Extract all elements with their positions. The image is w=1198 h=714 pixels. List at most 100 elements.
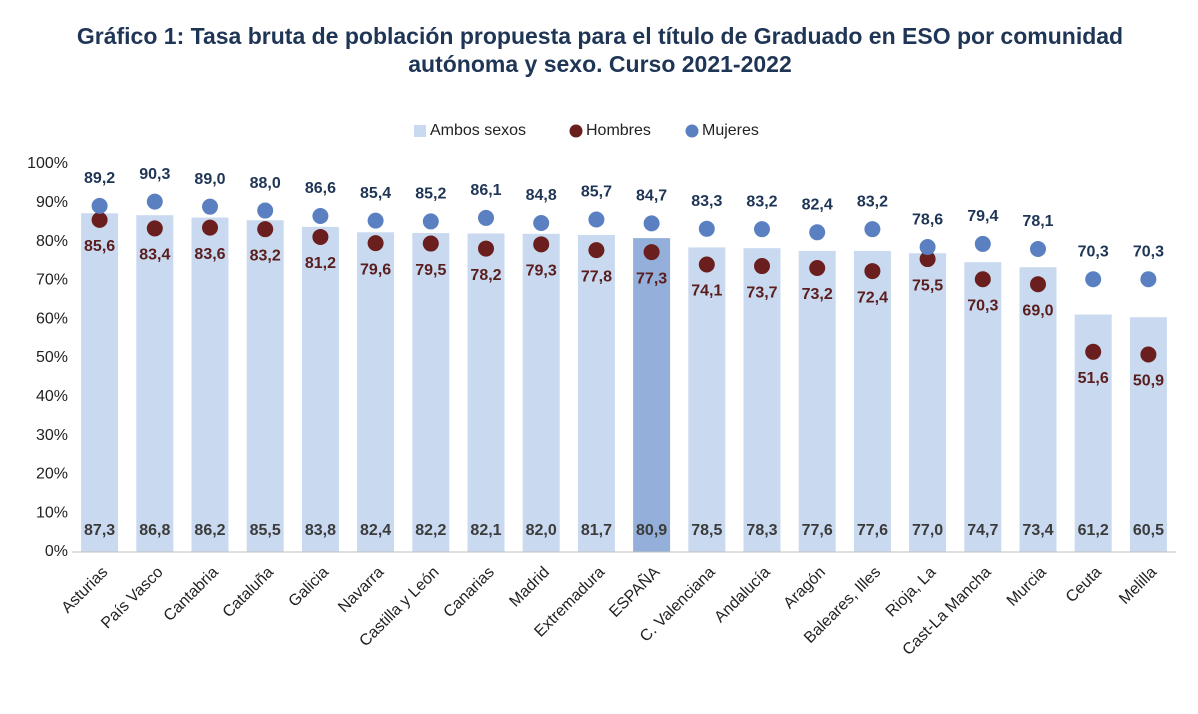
data-label: 50,9 [1133, 373, 1164, 390]
dot [422, 235, 439, 252]
dot [1085, 343, 1102, 360]
bar [798, 250, 836, 553]
y-tick-label: 50% [36, 349, 68, 366]
data-label: 82,1 [470, 522, 501, 539]
data-label: 80,9 [636, 522, 667, 539]
dot [1030, 276, 1046, 293]
x-tick-label: Galicia [286, 564, 333, 611]
data-label: 74,7 [967, 522, 998, 539]
bar [467, 233, 505, 552]
data-label: 73,4 [1022, 522, 1053, 539]
y-tick-label: 10% [36, 504, 68, 521]
x-tick-label: ESPAÑA [604, 561, 663, 620]
legend-marker [685, 124, 699, 138]
data-label: 86,8 [139, 522, 170, 539]
dot [367, 212, 384, 229]
legend-label: Mujeres [702, 122, 759, 139]
dot [698, 220, 715, 237]
y-tick-label: 100% [27, 155, 68, 172]
data-label: 81,7 [581, 522, 612, 539]
dot [974, 235, 991, 252]
dot [919, 251, 936, 268]
dot [202, 219, 218, 236]
data-label: 89,0 [194, 171, 225, 188]
x-tick-label: Rioja, La [883, 564, 940, 621]
dot [1085, 271, 1102, 288]
bar [412, 233, 450, 552]
legend-marker [414, 125, 426, 137]
bar [909, 253, 947, 553]
dot [202, 198, 218, 215]
data-label: 77,0 [912, 522, 943, 539]
bar [1019, 267, 1057, 552]
x-tick-label: Asturias [59, 564, 112, 617]
data-label: 77,6 [802, 522, 833, 539]
data-label: 79,5 [415, 262, 446, 279]
data-label: 86,6 [305, 180, 336, 197]
data-label: 78,1 [1022, 213, 1053, 230]
dot [919, 239, 936, 256]
bar [246, 220, 284, 552]
y-tick-label: 90% [36, 194, 68, 211]
x-tick-label: Canarias [441, 564, 498, 621]
data-label: 83,2 [250, 247, 281, 264]
data-label: 83,4 [139, 247, 170, 264]
dot [312, 228, 329, 245]
data-label: 83,6 [194, 246, 225, 263]
dot [367, 235, 384, 252]
y-tick-label: 80% [36, 233, 68, 250]
dot [312, 207, 329, 224]
data-label: 70,3 [967, 297, 998, 314]
data-label: 70,3 [1133, 243, 1164, 260]
data-label: 78,3 [746, 522, 777, 539]
data-label: 78,5 [691, 522, 722, 539]
dot [754, 258, 770, 275]
x-tick-label: Navarra [335, 564, 387, 616]
data-label: 84,7 [636, 188, 667, 205]
bar [357, 232, 395, 552]
dot [146, 220, 163, 237]
x-tick-label: Andalucía [711, 564, 773, 626]
legend-marker [569, 124, 583, 138]
y-tick-label: 30% [36, 427, 68, 444]
data-label: 82,4 [802, 197, 833, 214]
data-label: 81,2 [305, 255, 336, 272]
data-label: 73,7 [746, 284, 777, 301]
data-label: 79,3 [526, 263, 557, 280]
bar [191, 217, 229, 552]
data-label: 79,4 [967, 208, 998, 225]
data-label: 85,4 [360, 185, 391, 202]
dot [533, 236, 550, 253]
dot [643, 244, 660, 261]
data-label: 74,1 [691, 283, 722, 300]
dot [864, 263, 881, 280]
data-label: 60,5 [1133, 522, 1164, 539]
x-tick-label: Melilla [1116, 564, 1160, 608]
data-label: 77,3 [636, 270, 667, 287]
dot [809, 224, 826, 241]
data-label: 83,8 [305, 522, 336, 539]
bar [81, 213, 119, 552]
bar [964, 262, 1002, 552]
x-tick-label: Murcia [1004, 564, 1050, 610]
data-label: 85,2 [415, 186, 446, 203]
y-tick-label: 40% [36, 388, 68, 405]
data-label: 83,3 [691, 193, 722, 210]
dot [974, 271, 991, 288]
dot [478, 209, 494, 226]
data-label: 86,2 [194, 522, 225, 539]
data-label: 82,4 [360, 522, 391, 539]
data-label: 78,2 [470, 267, 501, 284]
x-tick-label: Ceuta [1063, 564, 1105, 606]
bar [301, 226, 339, 552]
data-label: 87,3 [84, 522, 115, 539]
data-label: 85,5 [250, 522, 281, 539]
dot [698, 256, 715, 273]
x-tick-label: Madrid [506, 564, 553, 611]
data-label: 77,8 [581, 268, 612, 285]
dot [588, 242, 605, 259]
data-label: 73,2 [802, 286, 833, 303]
chart-title: autónoma y sexo. Curso 2021-2022 [408, 51, 792, 77]
y-tick-label: 0% [45, 543, 68, 560]
bar [853, 250, 891, 553]
